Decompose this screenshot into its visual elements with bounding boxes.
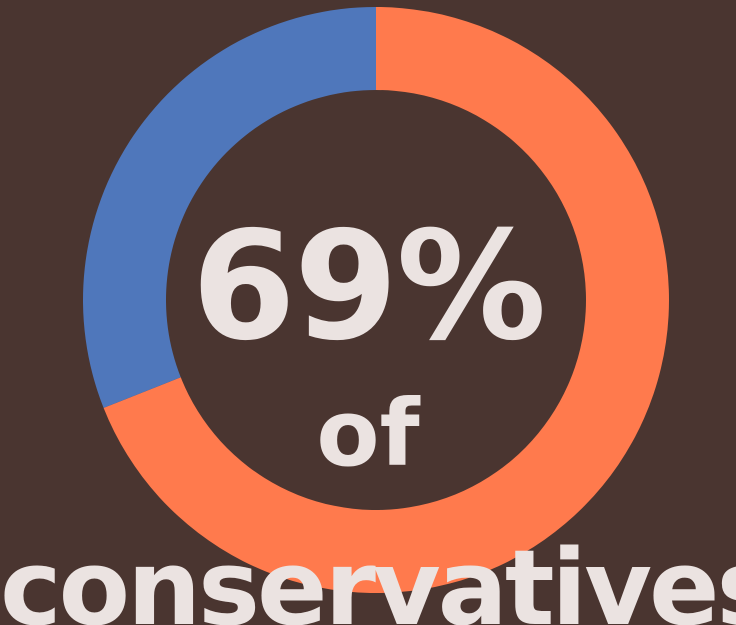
donut-slice-1	[103, 7, 669, 593]
percent-label: 69%	[191, 200, 546, 374]
donut-slice-2	[82, 7, 376, 408]
of-label: of	[316, 380, 420, 487]
group-label: conservatives	[0, 527, 736, 625]
